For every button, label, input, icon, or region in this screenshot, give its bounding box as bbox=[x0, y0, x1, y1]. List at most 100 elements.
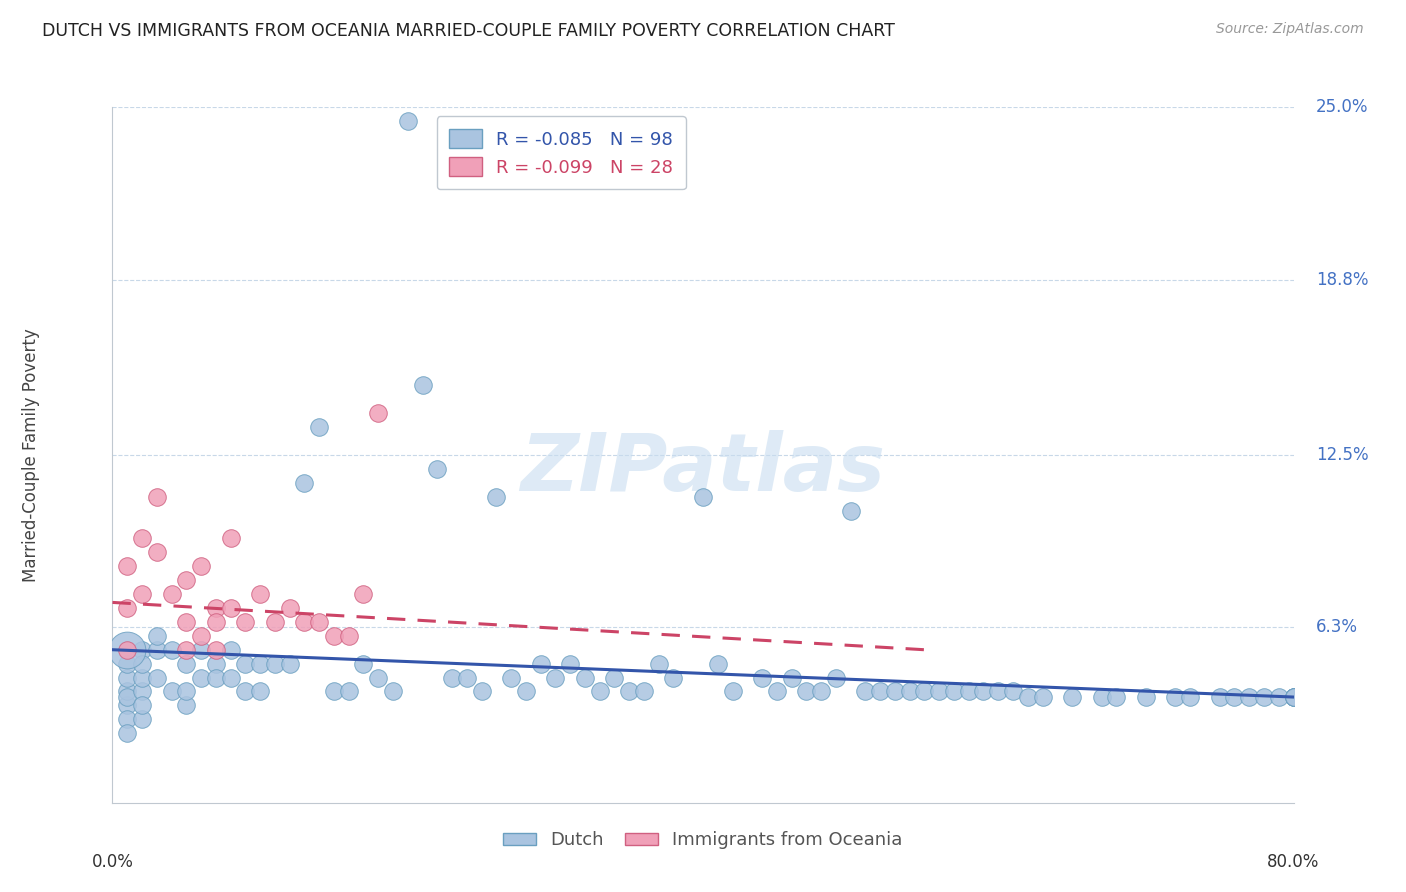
Point bbox=[278, 657, 301, 671]
Point bbox=[1001, 684, 1024, 698]
Point bbox=[574, 671, 596, 685]
Point bbox=[146, 629, 169, 643]
Point bbox=[264, 615, 287, 629]
Point bbox=[160, 587, 183, 601]
Point bbox=[529, 657, 551, 671]
Point bbox=[190, 642, 212, 657]
Point bbox=[308, 615, 330, 629]
Point bbox=[1239, 690, 1261, 704]
Point bbox=[456, 671, 478, 685]
Point bbox=[233, 615, 256, 629]
Point bbox=[603, 671, 626, 685]
Point bbox=[1282, 690, 1305, 704]
Point bbox=[190, 629, 212, 643]
Point bbox=[131, 698, 153, 713]
Point bbox=[219, 642, 242, 657]
Point bbox=[766, 684, 789, 698]
Point bbox=[441, 671, 464, 685]
Point bbox=[588, 684, 610, 698]
Text: 18.8%: 18.8% bbox=[1316, 270, 1368, 289]
Point bbox=[117, 642, 138, 657]
Point bbox=[323, 684, 346, 698]
Point bbox=[174, 642, 197, 657]
Point bbox=[174, 698, 197, 713]
Point bbox=[721, 684, 744, 698]
Point bbox=[205, 615, 228, 629]
Point bbox=[470, 684, 494, 698]
Point bbox=[914, 684, 936, 698]
Point bbox=[957, 684, 980, 698]
Text: Source: ZipAtlas.com: Source: ZipAtlas.com bbox=[1216, 22, 1364, 37]
Point bbox=[928, 684, 950, 698]
Point bbox=[367, 406, 389, 420]
Point bbox=[117, 712, 138, 726]
Point bbox=[117, 726, 138, 740]
Point bbox=[146, 545, 169, 559]
Point bbox=[1017, 690, 1039, 704]
Point bbox=[249, 684, 271, 698]
Point bbox=[117, 642, 138, 657]
Point bbox=[117, 559, 138, 574]
Point bbox=[323, 629, 346, 643]
Point bbox=[160, 642, 183, 657]
Point bbox=[205, 657, 228, 671]
Point bbox=[146, 671, 169, 685]
Point bbox=[412, 378, 434, 392]
Point bbox=[233, 657, 256, 671]
Point bbox=[1105, 690, 1128, 704]
Point bbox=[131, 657, 153, 671]
Point bbox=[146, 490, 169, 504]
Point bbox=[205, 671, 228, 685]
Point bbox=[117, 601, 138, 615]
Point bbox=[352, 657, 374, 671]
Point bbox=[131, 684, 153, 698]
Point bbox=[117, 684, 138, 698]
Point bbox=[190, 671, 212, 685]
Point bbox=[205, 642, 228, 657]
Point bbox=[1253, 690, 1275, 704]
Point bbox=[1062, 690, 1084, 704]
Point bbox=[544, 671, 567, 685]
Point bbox=[131, 587, 153, 601]
Point bbox=[707, 657, 730, 671]
Point bbox=[1032, 690, 1054, 704]
Point bbox=[249, 657, 271, 671]
Point bbox=[146, 642, 169, 657]
Point bbox=[869, 684, 891, 698]
Point bbox=[160, 684, 183, 698]
Point bbox=[117, 690, 138, 704]
Point bbox=[308, 420, 330, 434]
Point bbox=[1180, 690, 1202, 704]
Point bbox=[219, 601, 242, 615]
Point bbox=[278, 601, 301, 615]
Point bbox=[515, 684, 537, 698]
Point bbox=[117, 698, 138, 713]
Point bbox=[382, 684, 405, 698]
Point bbox=[174, 657, 197, 671]
Point bbox=[839, 503, 862, 517]
Point bbox=[855, 684, 877, 698]
Point bbox=[205, 601, 228, 615]
Point bbox=[898, 684, 921, 698]
Point bbox=[1282, 690, 1305, 704]
Text: ZIPatlas: ZIPatlas bbox=[520, 430, 886, 508]
Point bbox=[174, 573, 197, 587]
Point bbox=[1282, 690, 1305, 704]
Point bbox=[1091, 690, 1114, 704]
Point bbox=[692, 490, 714, 504]
Point bbox=[174, 684, 197, 698]
Text: 80.0%: 80.0% bbox=[1267, 853, 1320, 871]
Point bbox=[780, 671, 803, 685]
Point bbox=[337, 629, 360, 643]
Point bbox=[810, 684, 832, 698]
Point bbox=[1164, 690, 1187, 704]
Point bbox=[131, 671, 153, 685]
Point bbox=[1282, 690, 1305, 704]
Point bbox=[1282, 690, 1305, 704]
Point bbox=[485, 490, 508, 504]
Point bbox=[219, 532, 242, 546]
Point bbox=[501, 671, 523, 685]
Point bbox=[174, 615, 197, 629]
Point bbox=[190, 559, 212, 574]
Point bbox=[131, 712, 153, 726]
